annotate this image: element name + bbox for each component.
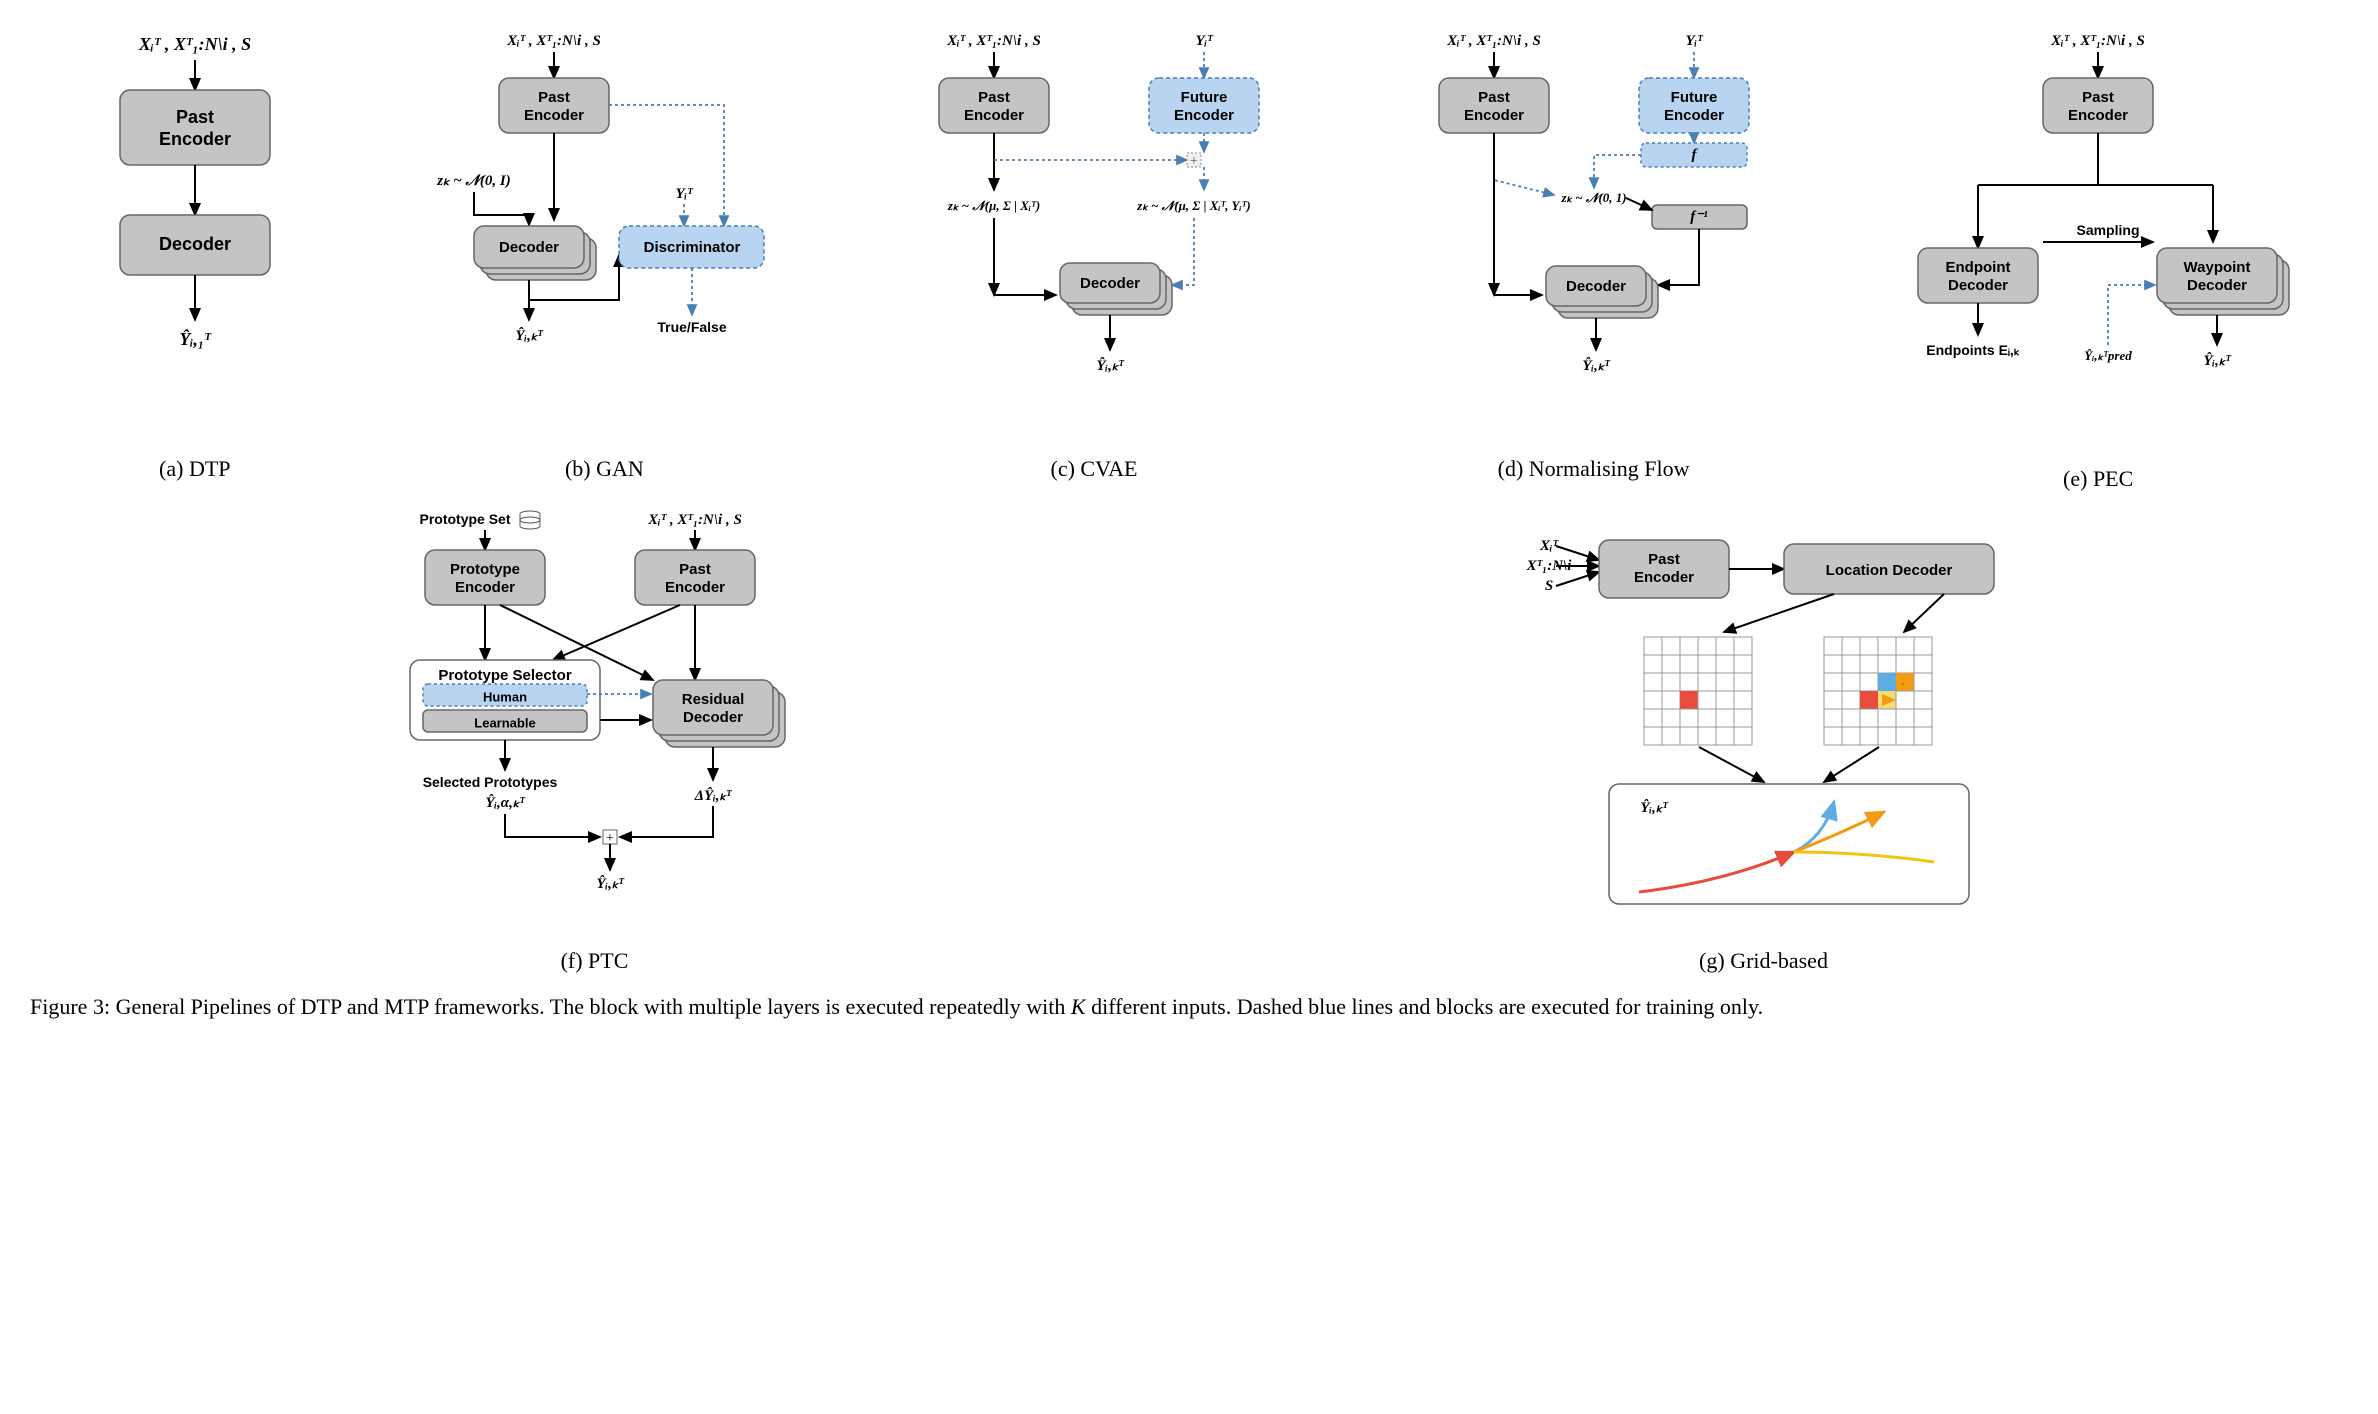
svg-text:Waypoint: Waypoint (2184, 259, 2251, 276)
caption-var: K (1071, 994, 1086, 1019)
svg-text:Residual: Residual (681, 691, 744, 708)
delta-label: ΔŶᵢ,ₖᵀ (693, 787, 732, 804)
svg-text:Human: Human (482, 689, 526, 704)
svg-text:Past: Past (978, 89, 1010, 106)
selected-label: Selected Prototypes (422, 774, 557, 790)
output-label: Ŷᵢ,ₖᵀ (596, 875, 625, 892)
caption-body: General Pipelines of DTP and MTP framewo… (116, 994, 1066, 1019)
output-label: Ŷᵢ,ₖᵀ (516, 327, 545, 344)
svg-text:Encoder: Encoder (524, 107, 584, 124)
svg-text:Encoder: Encoder (964, 107, 1024, 124)
svg-text:Encoder: Encoder (159, 129, 231, 149)
grid-right (1824, 637, 1932, 745)
panel-d-caption: (d) Normalising Flow (1394, 456, 1794, 482)
svg-text:Encoder: Encoder (1464, 107, 1524, 124)
output-label: Ŷᵢ,ₖᵀ (1096, 357, 1125, 374)
svg-text:Past: Past (1478, 89, 1510, 106)
input-label: Xᵢᵀ , Xᵀ₁:N\i , S (1446, 33, 1541, 49)
panel-c-caption: (c) CVAE (884, 456, 1304, 482)
svg-text:Discriminator: Discriminator (644, 239, 741, 256)
output-label: Ŷᵢ,ₖᵀ (1582, 357, 1611, 374)
ya-label: Ŷᵢ,α,ₖᵀ (485, 794, 526, 811)
svg-text:Decoder: Decoder (1948, 277, 2008, 294)
panel-c: Xᵢᵀ , Xᵀ₁:N\i , S Yᵢᵀ Past Encoder Futur… (884, 20, 1304, 492)
svg-text:Future: Future (1670, 89, 1717, 106)
y-input-label: Yᵢᵀ (676, 186, 695, 202)
svg-text:Encoder: Encoder (1174, 107, 1234, 124)
panel-a: Xᵢᵀ , Xᵀ₁:N\i , S Past Encoder Decoder Ŷ… (65, 20, 325, 492)
svg-text:Decoder: Decoder (499, 239, 559, 256)
svg-text:Encoder: Encoder (664, 579, 724, 596)
svg-text:Prototype Selector: Prototype Selector (438, 667, 572, 684)
figure-caption: Figure 3: General Pipelines of DTP and M… (20, 992, 2358, 1022)
output-label: Ŷᵢ,₁ᵀ (179, 328, 212, 349)
svg-text:Encoder: Encoder (1633, 569, 1693, 586)
panel-f-svg: Prototype Set Xᵢᵀ , Xᵀ₁:N\i , S Prototyp… (355, 502, 835, 942)
svg-text:Endpoint: Endpoint (1946, 259, 2011, 276)
svg-text:Decoder: Decoder (2187, 277, 2247, 294)
panel-f-caption: (f) PTC (355, 948, 835, 974)
panel-g: Xᵢᵀ Xᵀ₁:N\i S Past Encoder Location Deco… (1504, 502, 2024, 974)
y-input-label: Yᵢᵀ (1195, 33, 1214, 49)
input-label: Xᵢᵀ , Xᵀ₁:N\i , S (946, 33, 1041, 49)
svg-text:Decoder: Decoder (1566, 278, 1626, 295)
svg-text:Future: Future (1181, 89, 1228, 106)
svg-text:Decoder: Decoder (1080, 275, 1140, 292)
svg-text:+: + (606, 831, 614, 846)
input-label: Xᵢᵀ , Xᵀ₁:N\i , S (507, 33, 602, 49)
caption-prefix: Figure 3: (30, 994, 110, 1019)
svg-text:Encoder: Encoder (454, 579, 514, 596)
output-label: Ŷᵢ,ₖᵀ (1640, 799, 1669, 816)
panel-a-svg: Xᵢᵀ , Xᵀ₁:N\i , S Past Encoder Decoder Ŷ… (65, 20, 325, 450)
svg-text:Past: Past (1648, 551, 1680, 568)
panel-g-svg: Xᵢᵀ Xᵀ₁:N\i S Past Encoder Location Deco… (1504, 502, 2024, 942)
panel-e-caption: (e) PEC (1883, 466, 2313, 492)
grid-left (1644, 637, 1752, 745)
past-encoder-block (120, 90, 270, 165)
panel-e: Xᵢᵀ , Xᵀ₁:N\i , S Past Encoder Sampling … (1883, 20, 2313, 492)
panel-d-svg: Xᵢᵀ , Xᵀ₁:N\i , S Yᵢᵀ Past Encoder Futur… (1394, 20, 1794, 450)
svg-text:Encoder: Encoder (2068, 107, 2128, 124)
x3-label: S (1544, 578, 1552, 594)
svg-text:Learnable: Learnable (474, 715, 535, 730)
z2-label: zₖ ~ 𝒩(μ, Σ | Xᵢᵀ, Yᵢᵀ) (1136, 198, 1250, 213)
input-label: Xᵢᵀ , Xᵀ₁:N\i , S (647, 512, 742, 528)
panel-b-caption: (b) GAN (414, 456, 794, 482)
panel-f: Prototype Set Xᵢᵀ , Xᵀ₁:N\i , S Prototyp… (355, 502, 835, 974)
noise-label: zₖ ~ 𝒩(0, I) (437, 173, 511, 189)
decoder-text: Decoder (159, 234, 231, 254)
panels-grid: Xᵢᵀ , Xᵀ₁:N\i , S Past Encoder Decoder Ŷ… (20, 20, 2358, 974)
panel-e-svg: Xᵢᵀ , Xᵀ₁:N\i , S Past Encoder Sampling … (1883, 20, 2313, 460)
proto-set-label: Prototype Set (419, 511, 510, 527)
y-input-label: Yᵢᵀ (1685, 33, 1704, 49)
svg-text:+: + (1190, 154, 1198, 169)
sampling-label: Sampling (2077, 222, 2140, 238)
svg-text:Location Decoder: Location Decoder (1825, 562, 1952, 579)
svg-text:Encoder: Encoder (1664, 107, 1724, 124)
svg-text:Past: Past (2082, 89, 2114, 106)
database-icon (520, 511, 540, 529)
z-label: zₖ ~ 𝒩(0, 1) (1560, 190, 1626, 205)
svg-text:Prototype: Prototype (449, 561, 519, 578)
svg-text:Past: Past (679, 561, 711, 578)
ypred-label: Ŷᵢ,ₖᵀpred (2084, 348, 2132, 363)
panel-a-caption: (a) DTP (65, 456, 325, 482)
svg-text:Past: Past (539, 89, 571, 106)
svg-text:f⁻¹: f⁻¹ (1690, 209, 1707, 225)
svg-text:Decoder: Decoder (682, 709, 742, 726)
figure-container: Xᵢᵀ , Xᵀ₁:N\i , S Past Encoder Decoder Ŷ… (20, 20, 2358, 1022)
input-label: Xᵢᵀ , Xᵀ₁:N\i , S (138, 34, 251, 54)
input-label: Xᵢᵀ , Xᵀ₁:N\i , S (2050, 33, 2145, 49)
panel-d: Xᵢᵀ , Xᵀ₁:N\i , S Yᵢᵀ Past Encoder Futur… (1394, 20, 1794, 492)
caption-suffix: different inputs. Dashed blue lines and … (1091, 994, 1763, 1019)
tf-label: True/False (658, 319, 727, 335)
endpoints-label: Endpoints Eᵢ,ₖ (1926, 342, 2020, 358)
z1-label: zₖ ~ 𝒩(μ, Σ | Xᵢᵀ) (947, 198, 1040, 213)
output-label: Ŷᵢ,ₖᵀ (2204, 352, 2233, 369)
panel-b: Xᵢᵀ , Xᵀ₁:N\i , S Past Encoder zₖ ~ 𝒩(0,… (414, 20, 794, 492)
panel-g-caption: (g) Grid-based (1504, 948, 2024, 974)
past-encoder-text: Past (176, 107, 214, 127)
panel-b-svg: Xᵢᵀ , Xᵀ₁:N\i , S Past Encoder zₖ ~ 𝒩(0,… (414, 20, 794, 450)
panel-c-svg: Xᵢᵀ , Xᵀ₁:N\i , S Yᵢᵀ Past Encoder Futur… (884, 20, 1304, 450)
